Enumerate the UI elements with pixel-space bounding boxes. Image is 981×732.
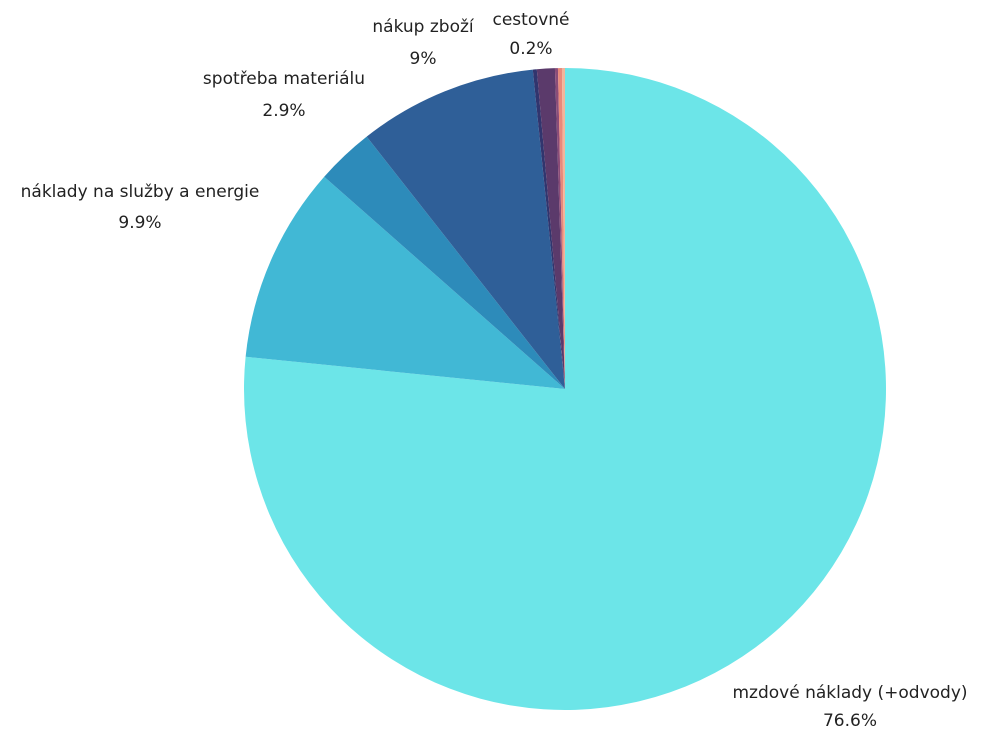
label-spotreba-materialu: spotřeba materiálu 2.9% bbox=[203, 69, 365, 121]
label-cestovne: cestovné 0.2% bbox=[492, 10, 569, 59]
pie-slice-minor-6 bbox=[554, 68, 565, 389]
slice-percent-mzdove-naklady: 76.6% bbox=[823, 711, 877, 731]
pie-slice-spot-eba-materi-lu bbox=[324, 136, 565, 389]
slice-percent-spotreba-materialu: 2.9% bbox=[262, 101, 305, 121]
slice-percent-nakup-zbozi: 9% bbox=[410, 49, 437, 69]
pie-slice-cestovn bbox=[557, 68, 565, 389]
label-nakup-zbozi: nákup zboží 9% bbox=[372, 17, 475, 69]
slice-label-spotreba-materialu: spotřeba materiálu bbox=[203, 69, 365, 89]
slice-percent-cestovne: 0.2% bbox=[509, 39, 552, 59]
label-mzdove-naklady: mzdové náklady (+odvody) 76.6% bbox=[732, 683, 967, 731]
slice-label-naklady-na-sluzby: náklady na služby a energie bbox=[21, 182, 260, 202]
slice-label-cestovne: cestovné bbox=[492, 10, 569, 30]
pie-slice-n-kup-zbo bbox=[366, 69, 565, 390]
pie-slice-mzdov-n-klady-odvody bbox=[243, 68, 886, 710]
slice-label-mzdove-naklady: mzdové náklady (+odvody) bbox=[732, 683, 967, 703]
pie-slice-n-klady-na-slu-by-a-energie bbox=[245, 176, 565, 389]
pie-slice-minor-4 bbox=[532, 69, 565, 390]
pie-slice-minor-8 bbox=[561, 67, 565, 389]
label-naklady-na-sluzby: náklady na služby a energie 9.9% bbox=[21, 182, 260, 233]
pie-slice-minor-5 bbox=[536, 68, 565, 389]
pie-slices bbox=[243, 67, 886, 710]
slice-label-nakup-zbozi: nákup zboží bbox=[372, 17, 475, 37]
slice-percent-naklady-na-sluzby: 9.9% bbox=[118, 213, 161, 233]
